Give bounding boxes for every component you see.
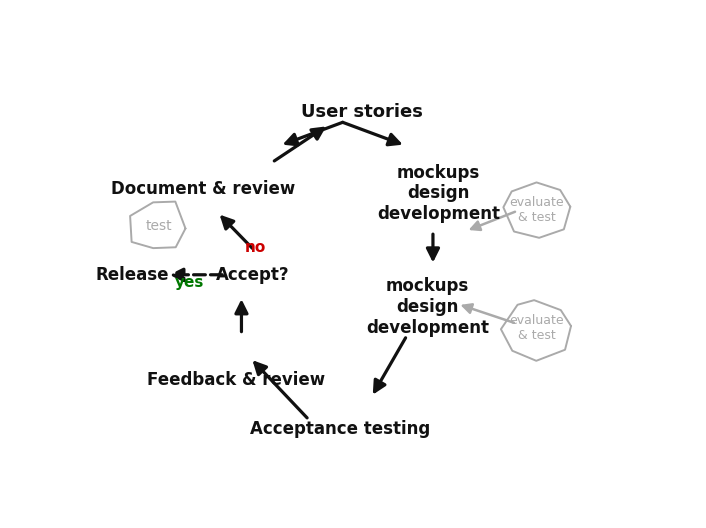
Text: User stories: User stories xyxy=(301,103,423,121)
Text: yes: yes xyxy=(175,275,204,289)
Text: Release: Release xyxy=(95,266,169,284)
Text: no: no xyxy=(244,240,265,254)
Text: evaluate
& test: evaluate & test xyxy=(510,314,564,342)
Text: Acceptance testing: Acceptance testing xyxy=(250,420,430,438)
Text: Feedback & review: Feedback & review xyxy=(147,372,325,390)
Text: evaluate
& test: evaluate & test xyxy=(510,196,564,224)
Text: Accept?: Accept? xyxy=(215,266,289,284)
Text: test: test xyxy=(146,219,173,233)
Text: mockups
design
development: mockups design development xyxy=(366,278,489,337)
Text: mockups
design
development: mockups design development xyxy=(377,164,500,223)
Text: Document & review: Document & review xyxy=(111,181,295,199)
